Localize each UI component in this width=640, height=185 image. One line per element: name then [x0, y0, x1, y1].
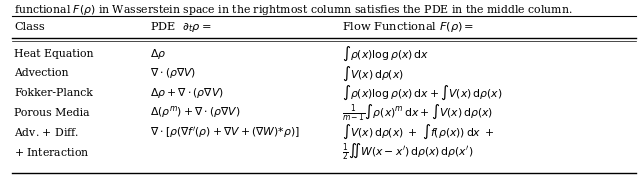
Text: Class: Class: [14, 22, 45, 32]
Text: Advection: Advection: [14, 68, 68, 78]
Text: $\int V(x)\,\mathrm{d}\rho(x)$: $\int V(x)\,\mathrm{d}\rho(x)$: [342, 64, 404, 83]
Text: PDE  $\partial_t\rho =$: PDE $\partial_t\rho =$: [150, 20, 212, 34]
Text: $\int \rho(x)\log\rho(x)\,\mathrm{d}x + \int V(x)\,\mathrm{d}\rho(x)$: $\int \rho(x)\log\rho(x)\,\mathrm{d}x + …: [342, 84, 503, 102]
Text: $\Delta\rho$: $\Delta\rho$: [150, 47, 166, 61]
Text: $\frac{1}{m-1}\int \rho(x)^m\,\mathrm{d}x + \int V(x)\,\mathrm{d}\rho(x)$: $\frac{1}{m-1}\int \rho(x)^m\,\mathrm{d}…: [342, 102, 493, 123]
Text: $\nabla\cdot(\rho\nabla V)$: $\nabla\cdot(\rho\nabla V)$: [150, 66, 196, 80]
Text: $\frac{1}{2}\iint W(x-x')\,\mathrm{d}\rho(x)\,\mathrm{d}\rho(x')$: $\frac{1}{2}\iint W(x-x')\,\mathrm{d}\rh…: [342, 142, 474, 162]
Text: $\nabla\cdot[\rho(\nabla f'(\rho)+\nabla V+(\nabla W){*}\rho)]$: $\nabla\cdot[\rho(\nabla f'(\rho)+\nabla…: [150, 125, 300, 139]
Text: $\Delta\rho + \nabla\cdot(\rho\nabla V)$: $\Delta\rho + \nabla\cdot(\rho\nabla V)$: [150, 86, 224, 100]
Text: Fokker-Planck: Fokker-Planck: [14, 88, 93, 98]
Text: functional $F(\rho)$ in Wasserstein space in the rightmost column satisfies the : functional $F(\rho)$ in Wasserstein spac…: [14, 3, 573, 17]
Text: Porous Media: Porous Media: [14, 107, 90, 117]
Text: Flow Functional $F(\rho) =$: Flow Functional $F(\rho) =$: [342, 20, 475, 34]
Text: $+$ Interaction: $+$ Interaction: [14, 145, 90, 157]
Text: Heat Equation: Heat Equation: [14, 49, 93, 59]
Text: Adv. $+$ Diff.: Adv. $+$ Diff.: [14, 126, 79, 138]
Text: $\Delta(\rho^m) + \nabla\cdot(\rho\nabla V)$: $\Delta(\rho^m) + \nabla\cdot(\rho\nabla…: [150, 105, 241, 120]
Text: $\int \rho(x)\log\rho(x)\,\mathrm{d}x$: $\int \rho(x)\log\rho(x)\,\mathrm{d}x$: [342, 45, 429, 63]
Text: $\int V(x)\,\mathrm{d}\rho(x) \;+\; \int f(\rho(x))\,\mathrm{d}x \;+$: $\int V(x)\,\mathrm{d}\rho(x) \;+\; \int…: [342, 123, 495, 141]
